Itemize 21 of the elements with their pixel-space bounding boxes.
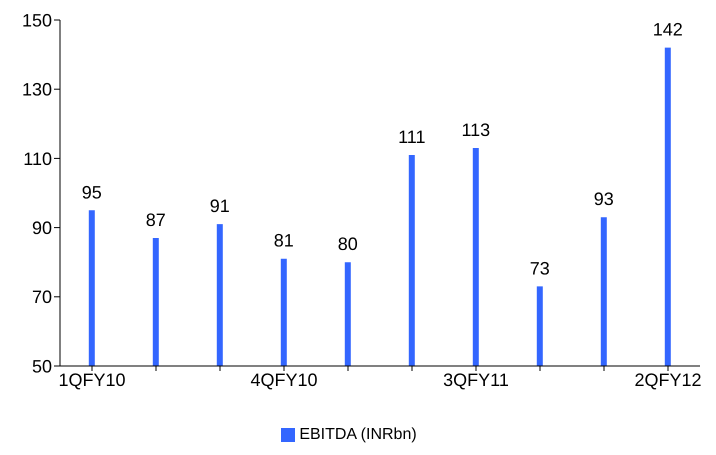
y-tick-label: 130 [22, 80, 52, 100]
x-tick-label: 4QFY10 [250, 370, 318, 390]
x-tick-label: 3QFY11 [443, 370, 509, 390]
y-tick-label: 50 [32, 356, 52, 376]
x-tick-label: 2QFY12 [634, 370, 702, 390]
data-label: 142 [652, 20, 683, 40]
y-tick-label: 90 [32, 218, 52, 238]
y-tick-label: 150 [22, 10, 52, 30]
data-label: 113 [461, 120, 490, 140]
data-label: 95 [82, 182, 102, 202]
data-label: 111 [398, 126, 426, 147]
legend-label: EBITDA (INRbn) [299, 426, 417, 443]
data-label: 73 [530, 258, 550, 278]
data-label: 80 [338, 234, 358, 254]
data-label: 93 [594, 189, 614, 210]
y-tick-label: 110 [23, 148, 52, 169]
x-tick-label: 1QFY10 [58, 370, 126, 390]
y-tick-label: 70 [32, 287, 52, 308]
data-label: 91 [210, 196, 230, 216]
data-label: 87 [146, 210, 166, 230]
data-label: 81 [274, 230, 294, 251]
